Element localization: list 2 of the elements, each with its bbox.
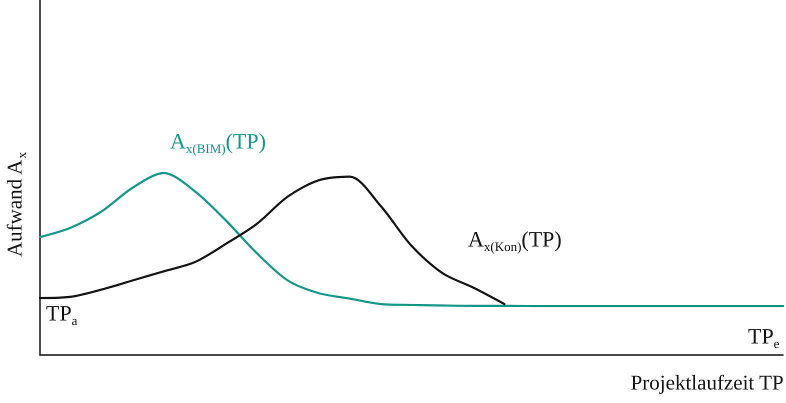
x-axis-title: Projektlaufzeit TP: [630, 370, 784, 394]
y-axis-title: Aufwand Ax: [2, 152, 29, 258]
